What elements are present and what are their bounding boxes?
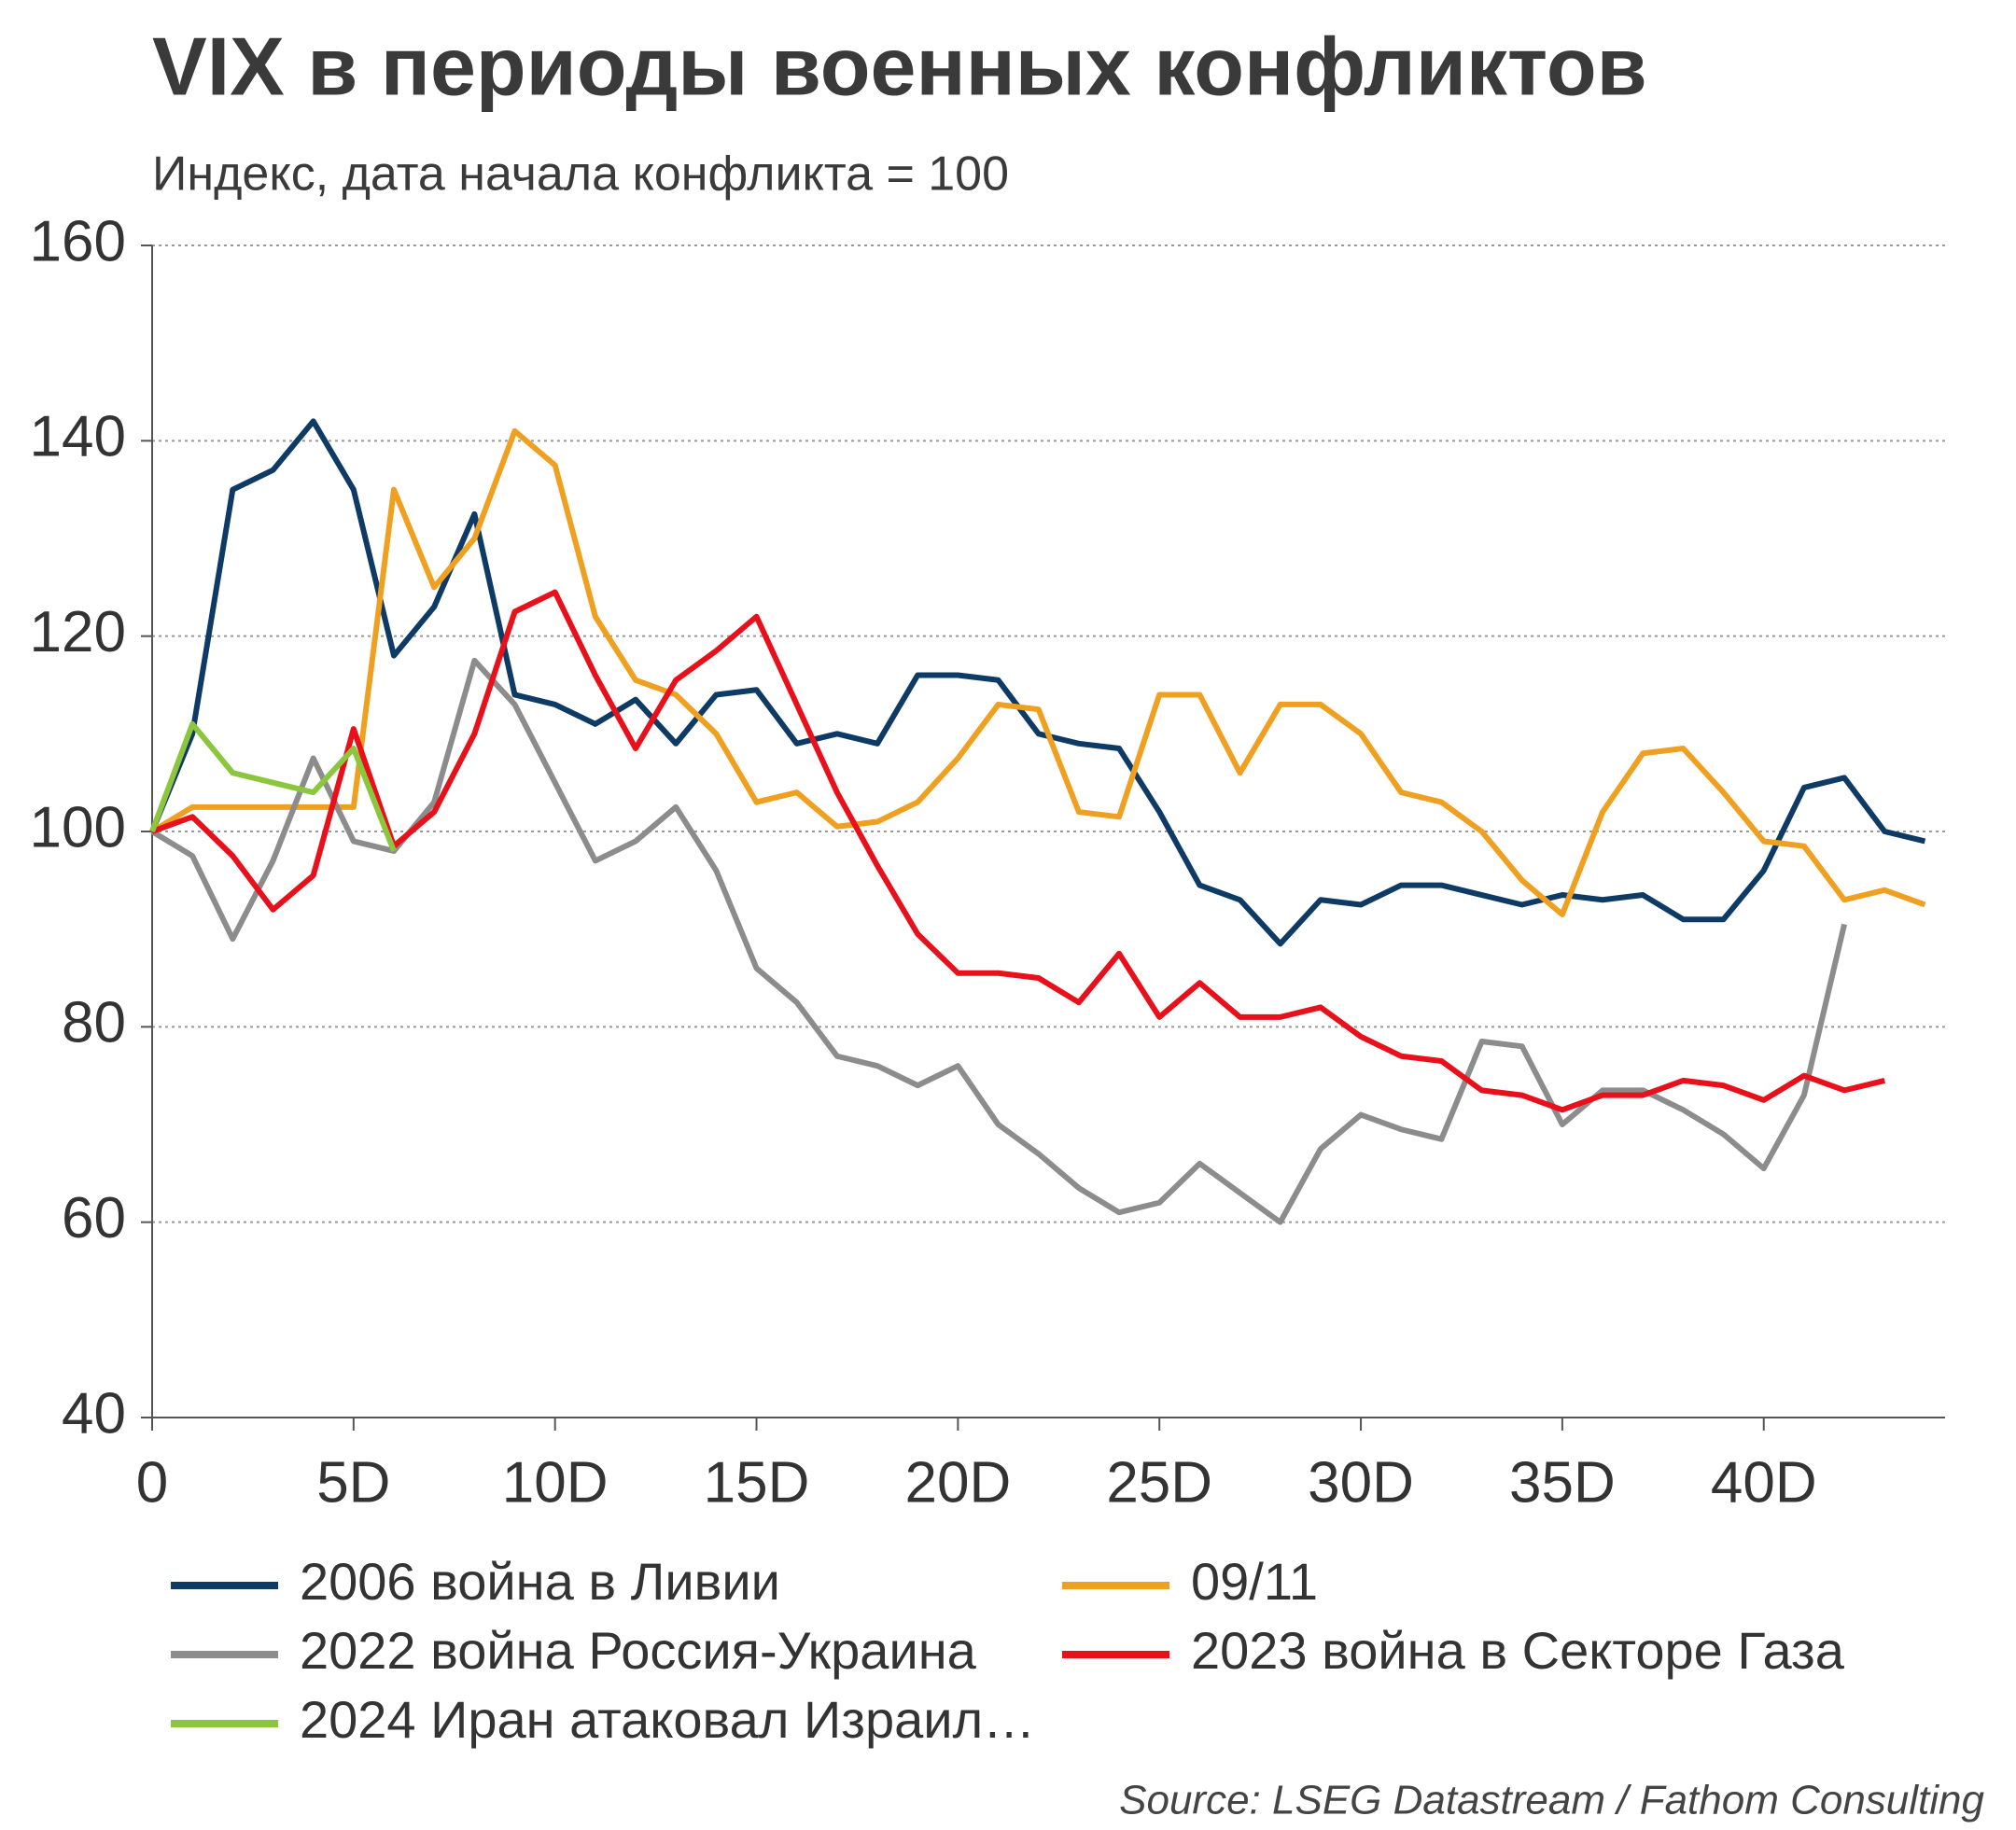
legend-label: 2023 война в Секторе Газа [1191,1621,1845,1680]
chart-title: VIX в периоды военных конфликтов [152,20,1647,112]
y-tick-label: 60 [62,1186,126,1250]
legend-label: 2006 война в Ливии [300,1552,780,1611]
legend-label: 2024 Иран атаковал Израил… [300,1690,1035,1749]
series-line [150,589,1885,1113]
x-tick-label: 40D [1711,1450,1817,1515]
x-tick-label: 15D [704,1450,810,1515]
x-tick-label: 35D [1509,1450,1616,1515]
x-tick-label: 10D [502,1450,609,1515]
series-line [149,418,1926,947]
series-line [149,720,397,853]
legend-label: 09/11 [1191,1552,1318,1611]
y-tick-label: 80 [62,991,126,1055]
series-line [150,657,1847,1225]
x-tick-label: 0 [136,1450,168,1515]
source: Source: LSEG Datastream / Fathom Consult… [1119,1778,1984,1823]
y-tick-label: 40 [62,1381,126,1446]
y-tick-label: 140 [30,405,126,469]
x-tick-label: 25D [1106,1450,1212,1515]
series-line [150,427,1926,917]
x-tick-label: 30D [1308,1450,1414,1515]
y-tick-label: 120 [30,600,126,664]
y-tick-label: 100 [30,795,126,859]
x-tick-label: 20D [904,1450,1011,1515]
x-tick-label: 5D [316,1450,390,1515]
chart-subtitle: Индекс, дата начала конфликта = 100 [152,147,1009,202]
y-tick-label: 160 [30,209,126,273]
legend-label: 2022 война Россия-Украина [300,1621,977,1680]
